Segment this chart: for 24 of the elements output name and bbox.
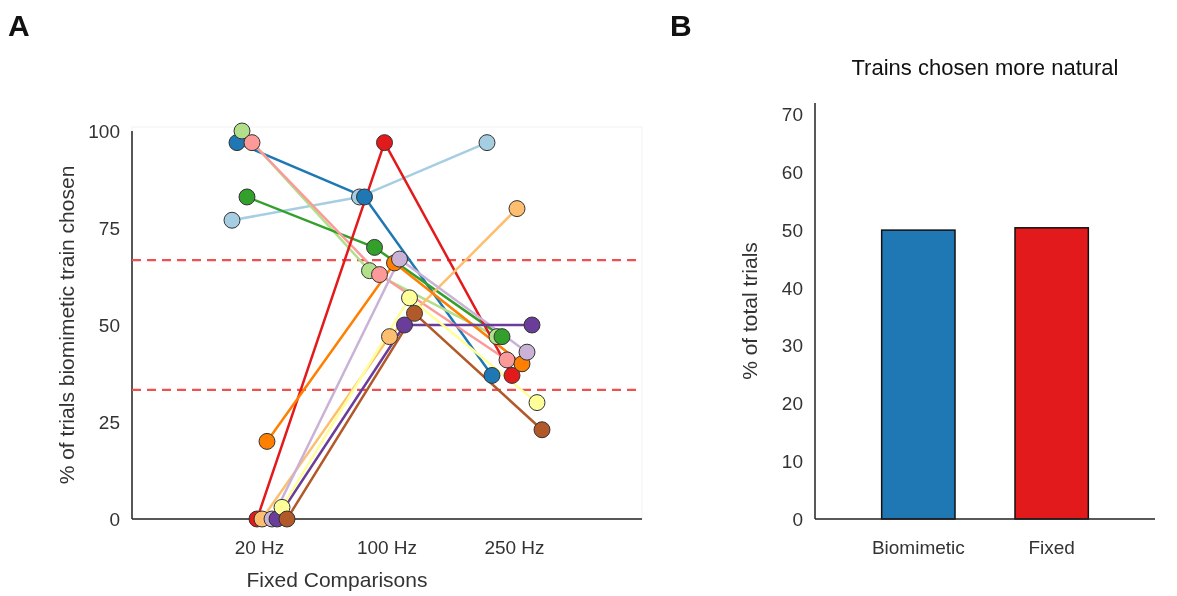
y-tick-label: 25 (98, 411, 120, 433)
y-tick-label: 10 (781, 450, 803, 472)
text: A (8, 9, 30, 42)
chart-title: Trains chosen more natural (851, 55, 1119, 80)
y-tick-label: 20 (781, 393, 803, 415)
y-tick-label: 70 (781, 104, 803, 126)
x-tick-label: 100 Hz (356, 537, 418, 558)
text: B (670, 9, 692, 42)
y-tick-label: 100 (88, 120, 120, 142)
x-axis-title: Fixed Comparisons (246, 568, 428, 591)
y-tick-label: 40 (781, 277, 803, 299)
y-tick-label: 0 (109, 508, 120, 530)
y-tick-label: 60 (781, 161, 803, 183)
x-tick-label: Biomimetic (871, 537, 965, 558)
y-tick-label: 30 (781, 335, 803, 357)
y-axis-title: % of trials biomimetic train chosen (55, 165, 78, 485)
x-tick-label: 20 Hz (234, 537, 285, 558)
y-tick-label: 50 (781, 219, 803, 241)
y-tick-label: 0 (792, 508, 803, 530)
y-tick-label: 75 (98, 217, 120, 239)
x-tick-label: Fixed (1028, 537, 1075, 558)
y-tick-label: 50 (98, 314, 120, 336)
x-tick-label: 250 Hz (484, 537, 545, 558)
y-axis-title: % of total trials (738, 242, 761, 380)
